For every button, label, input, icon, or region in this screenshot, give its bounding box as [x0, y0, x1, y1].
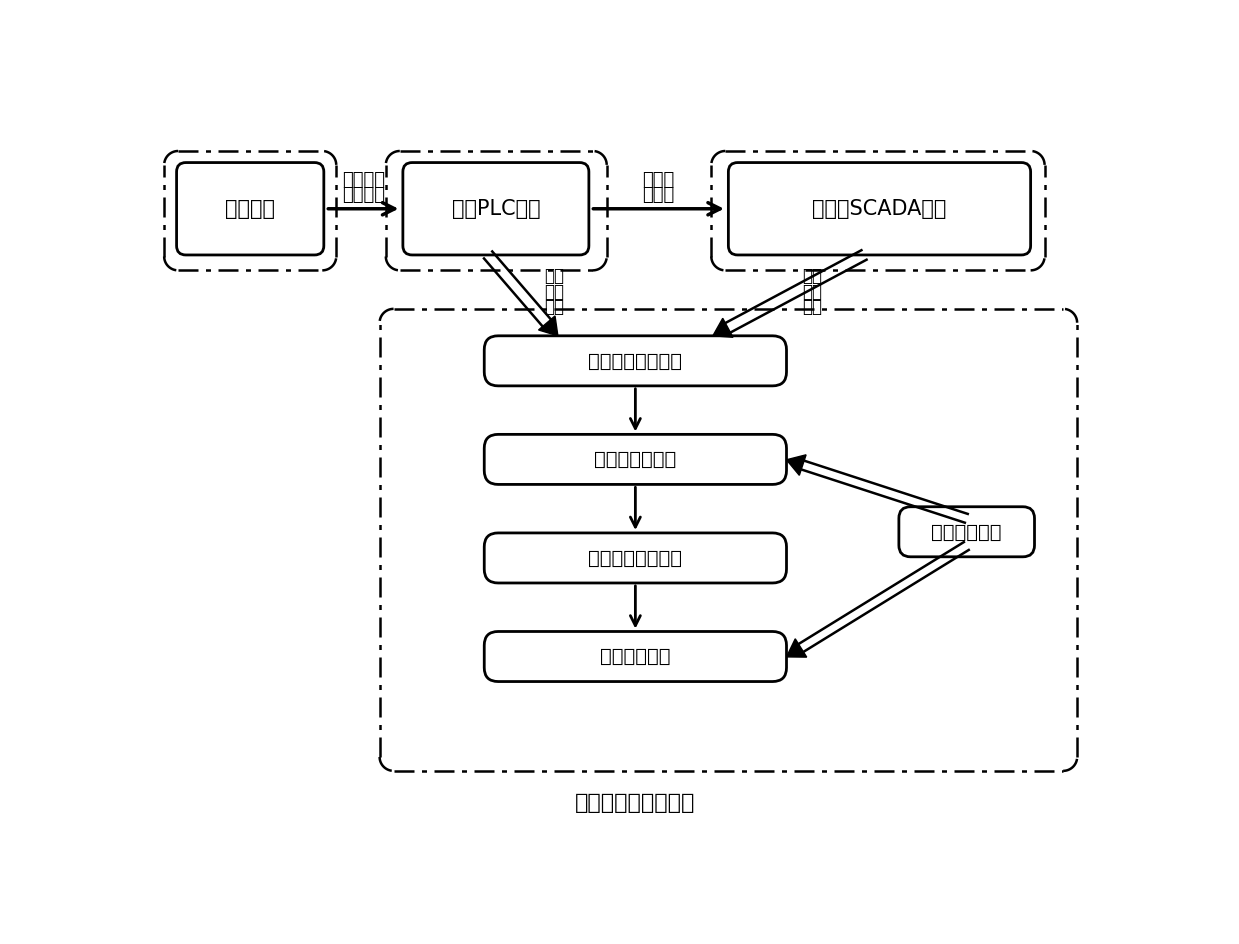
FancyBboxPatch shape: [484, 336, 787, 386]
FancyBboxPatch shape: [898, 507, 1035, 557]
FancyBboxPatch shape: [177, 162, 323, 255]
Text: 数据: 数据: [802, 298, 821, 316]
Text: 风机监: 风机监: [643, 171, 675, 189]
Text: 变桨: 变桨: [802, 282, 821, 300]
Polygon shape: [712, 318, 733, 337]
Text: 数据采集接口模块: 数据采集接口模块: [589, 352, 683, 371]
Text: 故障预警模块: 故障预警模块: [600, 648, 670, 666]
Text: 风场: 风场: [802, 267, 821, 285]
Text: 数据回放模块: 数据回放模块: [930, 523, 1001, 542]
Text: 数据: 数据: [544, 298, 564, 316]
Text: 风电场SCADA系统: 风电场SCADA系统: [813, 199, 947, 219]
FancyBboxPatch shape: [484, 533, 787, 583]
FancyBboxPatch shape: [403, 162, 589, 255]
Text: 变桨系统: 变桨系统: [225, 199, 275, 219]
Text: 变桨系统: 变桨系统: [342, 171, 385, 189]
Polygon shape: [539, 316, 558, 336]
Text: 单机: 单机: [544, 267, 564, 285]
Text: 变桨系统预警服务器: 变桨系统预警服务器: [575, 793, 695, 813]
Text: 监测数据: 监测数据: [342, 186, 385, 204]
Text: 数据特征提取模块: 数据特征提取模块: [589, 548, 683, 568]
Text: 数据预处理模块: 数据预处理模块: [595, 450, 676, 469]
Polygon shape: [787, 639, 807, 657]
Text: 测数据: 测数据: [643, 186, 675, 204]
FancyBboxPatch shape: [484, 434, 787, 484]
FancyBboxPatch shape: [484, 632, 787, 682]
FancyBboxPatch shape: [729, 162, 1031, 255]
Text: 主控PLC系统: 主控PLC系统: [451, 199, 540, 219]
Polygon shape: [787, 455, 807, 475]
Text: 变桨: 变桨: [544, 282, 564, 300]
